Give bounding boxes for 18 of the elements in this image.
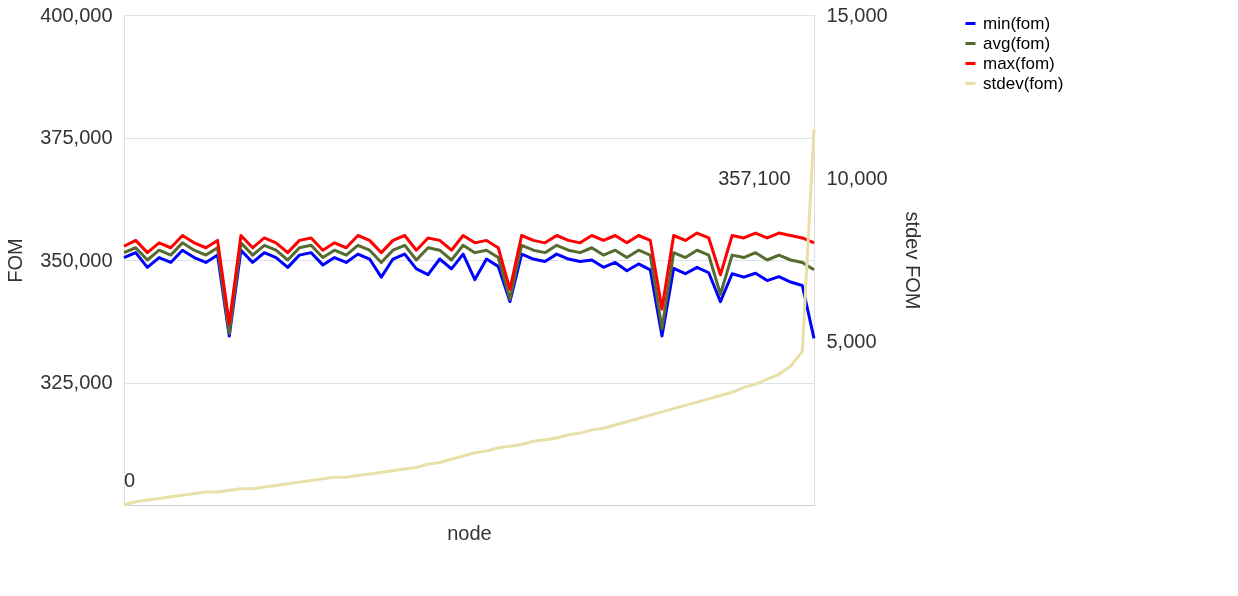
line-series [122, 127, 816, 507]
y-tick-label: 325,000 [40, 371, 113, 393]
legend-label: avg(fom) [983, 33, 1051, 53]
annotation: 0 [124, 468, 136, 491]
y2-axis-title: stdev FOM [901, 211, 924, 310]
y-tick-label: 375,000 [40, 126, 113, 148]
x-axis-title: node [447, 521, 492, 544]
y2-tick-label: 5,000 [826, 330, 877, 353]
legend-label: min(fom) [983, 13, 1051, 33]
y2-tick-label: 15,000 [826, 3, 888, 26]
y-tick-label: 400,000 [40, 3, 113, 26]
y-tick-label: 350,000 [40, 248, 113, 271]
annotation: 357,100 [718, 167, 791, 190]
line-series [122, 231, 816, 326]
y-axis-title: FOM [4, 238, 27, 283]
y2-tick-label: 10,000 [826, 166, 888, 189]
legend-label: stdev(fom) [983, 73, 1064, 93]
legend-label: max(fom) [983, 53, 1055, 73]
